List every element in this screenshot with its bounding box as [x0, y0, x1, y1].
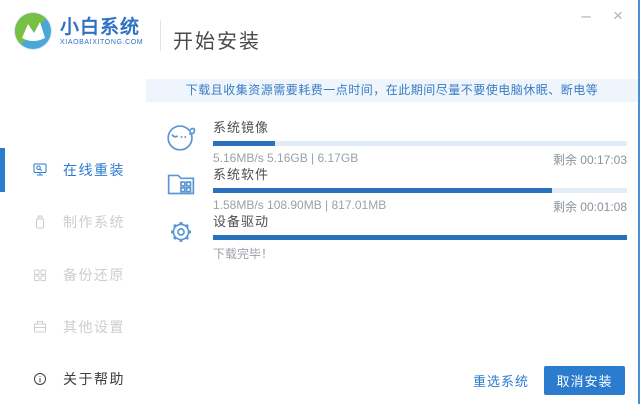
- task-stats: 5.16MB/s 5.16GB | 6.17GB 剩余 00:17:03: [213, 151, 627, 168]
- app-logo: 小白系统 XIAOBAIXITONG.COM: [13, 11, 143, 51]
- time-remaining: 剩余 00:01:08: [552, 200, 627, 214]
- brand-name: 小白系统: [60, 16, 141, 38]
- sidebar-item-label: 在线重装: [63, 162, 125, 178]
- task-stats: 下载完毕！: [213, 245, 627, 262]
- folder-apps-icon: [162, 165, 200, 203]
- notice-banner: 下载且收集资源需要耗费一点时间，在此期间尽量不要使电脑休眠、断电等: [146, 79, 638, 102]
- download-complete-text: 下载完毕！: [213, 247, 274, 261]
- info-icon: [30, 369, 50, 389]
- sidebar-item-about-help[interactable]: 关于帮助: [0, 357, 140, 401]
- progress-fill: [213, 141, 276, 146]
- sidebar-item-label: 关于帮助: [63, 371, 125, 387]
- reselect-system-button[interactable]: 重选系统: [473, 371, 529, 390]
- progress-bar: [213, 235, 627, 240]
- task-body: 系统软件 1.58MB/s 108.90MB | 817.01MB 剩余 00:…: [213, 164, 627, 215]
- gear-icon: [162, 212, 200, 250]
- briefcase-icon: [30, 317, 50, 337]
- footer: 重选系统 取消安装: [473, 366, 625, 395]
- task-stats: 1.58MB/s 108.90MB | 817.01MB 剩余 00:01:08: [213, 198, 627, 215]
- minimize-icon[interactable]: –: [581, 6, 591, 25]
- header-divider: [160, 20, 161, 51]
- sidebar-item-make-system[interactable]: 制作系统: [0, 200, 140, 244]
- task-row-device-driver: 设备驱动 下载完毕！: [160, 211, 627, 261]
- monitor-icon: [30, 160, 50, 180]
- progress-fill: [213, 188, 553, 193]
- backup-icon: [30, 265, 50, 285]
- brand-domain: XIAOBAIXITONG.COM: [60, 38, 144, 46]
- task-body: 设备驱动 下载完毕！: [213, 211, 627, 262]
- progress-bar: [213, 188, 627, 193]
- sidebar-item-online-reinstall[interactable]: 在线重装: [0, 148, 140, 192]
- sidebar-item-label: 其他设置: [63, 319, 125, 335]
- task-title: 系统软件: [213, 167, 270, 182]
- mascot-face-icon: [162, 118, 200, 156]
- usb-drive-icon: [30, 212, 50, 232]
- download-stats: 5.16MB/s 5.16GB | 6.17GB: [213, 151, 359, 165]
- task-title: 系统镜像: [213, 120, 270, 135]
- task-row-system-image: 系统镜像 5.16MB/s 5.16GB | 6.17GB 剩余 00:17:0…: [160, 117, 627, 167]
- download-stats: 1.58MB/s 108.90MB | 817.01MB: [213, 198, 387, 212]
- header: 小白系统 XIAOBAIXITONG.COM 开始安装: [0, 0, 638, 70]
- cancel-install-button[interactable]: 取消安装: [544, 366, 625, 395]
- logo-globe-icon: [13, 11, 53, 51]
- window-controls: – ×: [574, 4, 630, 28]
- task-title: 设备驱动: [213, 214, 270, 229]
- progress-bar: [213, 141, 627, 146]
- sidebar: 在线重装 制作系统 备份还原: [0, 70, 140, 404]
- brand-text: 小白系统 XIAOBAIXITONG.COM: [60, 17, 143, 46]
- close-icon[interactable]: ×: [613, 6, 623, 25]
- sidebar-item-backup-restore[interactable]: 备份还原: [0, 253, 140, 297]
- time-remaining: 剩余 00:17:03: [552, 153, 627, 167]
- notice-text: 下载且收集资源需要耗费一点时间，在此期间尽量不要使电脑休眠、断电等: [185, 83, 599, 97]
- sidebar-item-label: 备份还原: [63, 267, 125, 283]
- task-row-system-software: 系统软件 1.58MB/s 108.90MB | 817.01MB 剩余 00:…: [160, 164, 627, 214]
- sidebar-item-label: 制作系统: [63, 214, 125, 230]
- task-body: 系统镜像 5.16MB/s 5.16GB | 6.17GB 剩余 00:17:0…: [213, 117, 627, 168]
- progress-fill: [213, 235, 627, 240]
- sidebar-item-other-settings[interactable]: 其他设置: [0, 305, 140, 349]
- page-title: 开始安装: [173, 31, 261, 53]
